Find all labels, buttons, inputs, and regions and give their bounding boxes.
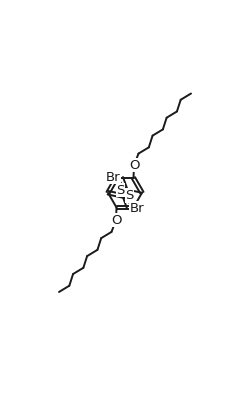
Text: Br: Br: [106, 170, 120, 183]
Text: O: O: [129, 159, 139, 172]
Text: Br: Br: [130, 202, 144, 215]
Text: O: O: [111, 214, 121, 227]
Text: S: S: [116, 184, 124, 197]
Text: S: S: [126, 189, 134, 202]
